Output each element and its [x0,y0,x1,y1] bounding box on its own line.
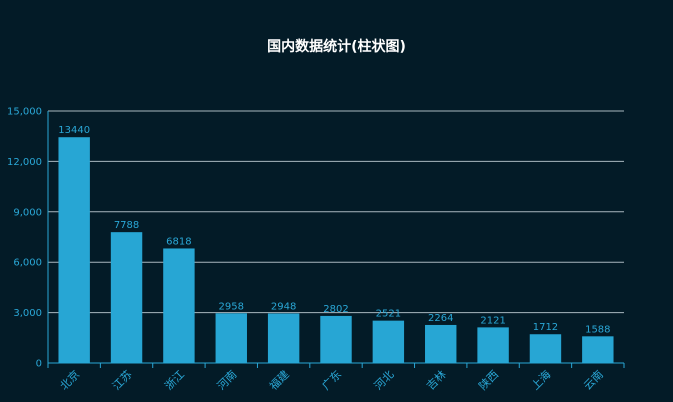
x-tick-label: 陕西 [476,367,501,392]
bar-浙江[interactable] [163,248,195,363]
bar-上海[interactable] [529,334,562,363]
y-tick-label: 12,000 [7,157,42,168]
y-tick-label: 15,000 [7,107,42,118]
x-tick-label: 吉林 [423,367,448,392]
bar-福建[interactable] [267,313,300,363]
x-tick-label: 江苏 [110,368,135,393]
x-tick-label: 河北 [372,368,397,393]
x-tick-label: 河南 [215,368,240,393]
data-label: 2958 [219,301,244,312]
bar-吉林[interactable] [425,324,457,363]
data-label: 2264 [428,313,453,324]
data-label: 6818 [166,236,191,247]
bar-广东[interactable] [320,315,352,363]
data-label: 7788 [114,220,139,231]
bar-江苏[interactable] [110,232,143,363]
chart-title: 国内数据统计(柱状图) [267,39,406,55]
y-tick-label: 6,000 [13,258,42,269]
x-tick-label: 上海 [528,367,553,392]
bar-河南[interactable] [215,313,247,363]
data-label: 2121 [480,315,505,326]
y-tick-label: 0 [36,359,42,370]
y-tick-label: 3,000 [13,308,42,319]
x-tick-label: 广东 [319,368,344,393]
x-tick-label: 福建 [266,367,291,392]
data-label: 2948 [271,301,296,312]
data-label: 2521 [376,309,401,320]
y-tick-label: 9,000 [13,207,42,218]
data-label: 1588 [585,324,610,335]
data-label: 1712 [533,322,558,333]
data-label: 13440 [58,125,90,136]
bar-河北[interactable] [372,320,405,363]
x-tick-label: 云南 [581,368,606,393]
x-tick-label: 北京 [57,367,82,392]
data-label: 2802 [323,304,348,315]
bar-陕西[interactable] [477,327,509,363]
bar-云南[interactable] [582,336,614,363]
x-tick-label: 浙江 [162,368,187,393]
bar-北京[interactable] [58,137,90,363]
